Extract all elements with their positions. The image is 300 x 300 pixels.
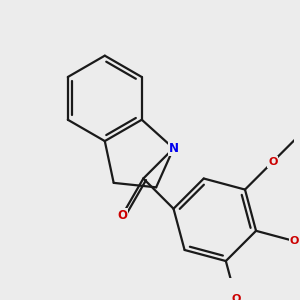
Text: O: O	[231, 294, 241, 300]
Text: O: O	[289, 236, 299, 246]
Text: N: N	[169, 142, 178, 155]
Text: O: O	[117, 209, 127, 222]
Text: O: O	[268, 157, 278, 167]
